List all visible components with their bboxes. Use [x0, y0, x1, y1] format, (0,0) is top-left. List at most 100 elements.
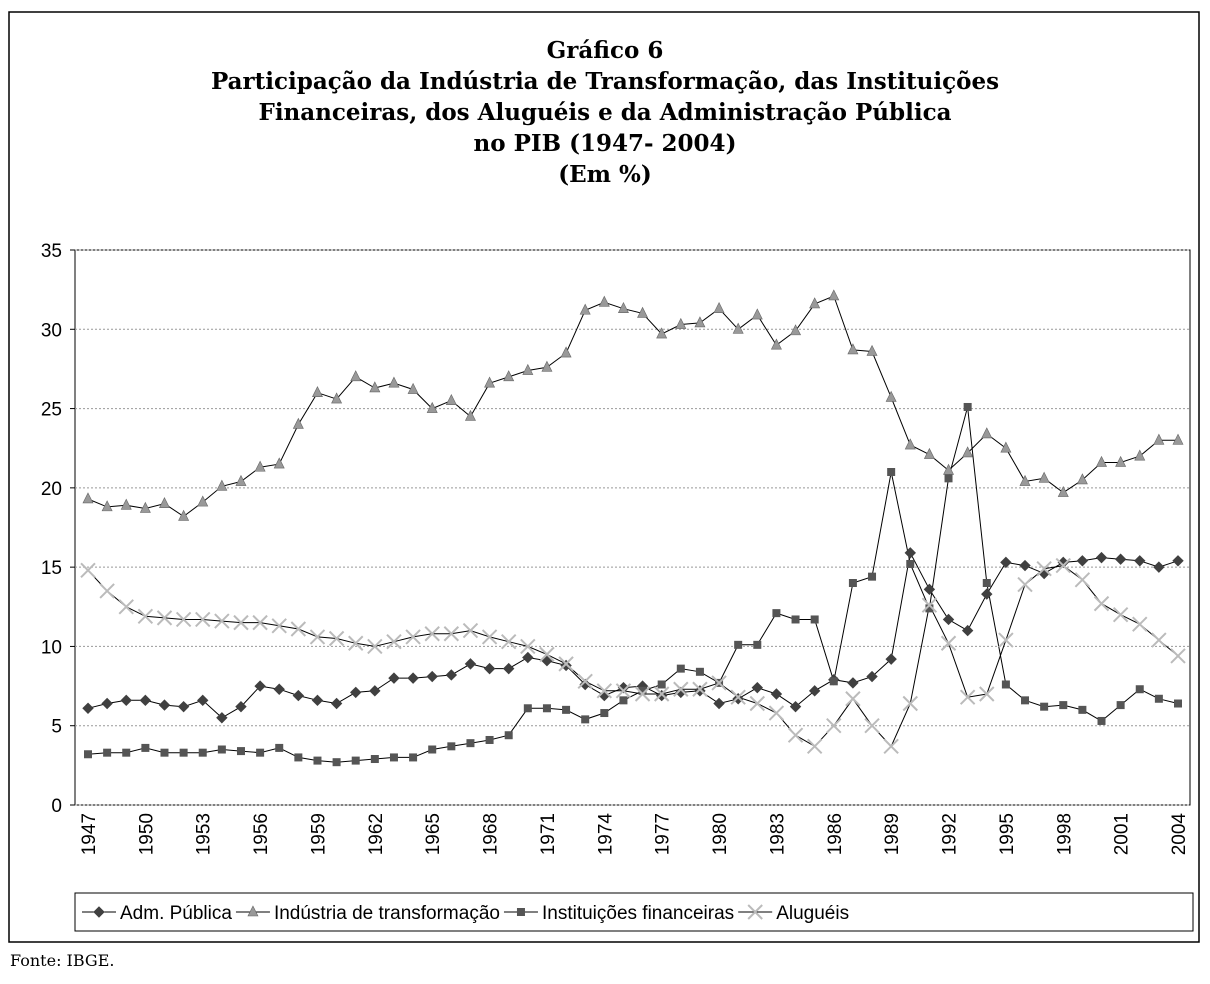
marker — [923, 447, 935, 459]
legend-label: Aluguéis — [776, 903, 849, 924]
marker — [235, 700, 247, 713]
marker — [730, 689, 746, 705]
marker — [866, 344, 878, 356]
marker — [103, 748, 112, 757]
marker — [560, 659, 572, 672]
legend-label: Adm. Pública — [120, 903, 232, 924]
marker — [1000, 441, 1012, 453]
marker — [959, 689, 976, 705]
marker — [885, 653, 897, 665]
marker — [350, 686, 362, 699]
marker — [426, 670, 438, 683]
legend-marker — [516, 908, 525, 916]
marker — [500, 633, 517, 650]
marker — [370, 755, 379, 764]
marker — [82, 492, 94, 504]
marker — [810, 615, 819, 624]
marker — [1132, 616, 1148, 632]
x-tick-label: 1953 — [194, 813, 215, 855]
marker — [409, 753, 418, 762]
marker — [732, 693, 744, 705]
x-tick-label: 1971 — [538, 813, 559, 855]
marker — [159, 497, 170, 509]
x-tick-label: 1986 — [825, 813, 846, 855]
marker — [311, 386, 323, 398]
series-line — [87, 295, 1178, 518]
x-tick-label: 1974 — [595, 813, 616, 856]
marker — [141, 743, 150, 752]
marker — [328, 630, 345, 647]
marker — [445, 669, 458, 681]
marker — [560, 346, 572, 358]
marker — [579, 678, 591, 691]
marker — [1153, 561, 1165, 573]
x-tick-label: 1977 — [653, 813, 674, 855]
marker — [1170, 648, 1186, 664]
marker — [252, 614, 268, 631]
marker — [982, 579, 991, 587]
x-tick-label: 2001 — [1112, 813, 1133, 855]
marker — [120, 694, 132, 707]
legend-marker — [247, 905, 259, 917]
marker — [1135, 685, 1144, 694]
marker — [426, 401, 438, 413]
x-tick-label: 1947 — [79, 813, 100, 855]
marker — [369, 381, 381, 393]
marker — [809, 297, 821, 309]
marker — [768, 705, 785, 721]
marker — [692, 681, 708, 697]
marker — [1174, 699, 1182, 708]
marker — [273, 457, 285, 469]
marker — [1078, 705, 1087, 714]
marker — [1019, 474, 1031, 486]
marker — [485, 735, 494, 744]
marker — [772, 609, 781, 618]
marker — [447, 742, 456, 751]
marker — [961, 624, 974, 637]
marker — [1040, 702, 1049, 711]
marker — [367, 638, 383, 655]
marker — [902, 695, 918, 712]
marker — [653, 686, 670, 702]
marker — [1172, 555, 1184, 567]
marker — [80, 562, 96, 579]
marker — [598, 295, 610, 307]
marker — [808, 685, 821, 697]
marker — [178, 509, 190, 521]
marker — [197, 495, 209, 507]
marker — [405, 629, 421, 645]
marker — [1017, 576, 1033, 593]
marker — [503, 370, 515, 382]
marker — [275, 743, 284, 752]
marker — [617, 681, 630, 694]
marker — [1134, 555, 1146, 567]
y-tick-label: 15 — [41, 558, 62, 579]
marker — [787, 727, 804, 743]
x-tick-label: 1962 — [366, 813, 387, 855]
marker — [848, 579, 857, 587]
chart-title: Gráfico 6 — [547, 37, 664, 64]
marker — [751, 308, 763, 320]
marker — [866, 670, 878, 683]
marker — [904, 438, 916, 450]
marker — [407, 382, 419, 394]
y-tick-label: 35 — [41, 241, 62, 262]
marker — [330, 697, 343, 710]
marker — [1076, 555, 1089, 567]
marker — [864, 718, 880, 734]
chart-title: Participação da Indústria de Transformaç… — [211, 68, 999, 95]
series-line — [87, 565, 1179, 748]
marker — [963, 402, 972, 411]
marker — [84, 750, 92, 759]
marker — [386, 633, 402, 650]
marker — [273, 683, 285, 695]
marker — [906, 559, 915, 568]
marker — [979, 686, 995, 702]
marker — [156, 610, 173, 626]
marker — [541, 360, 553, 372]
marker — [1095, 551, 1108, 564]
marker — [309, 629, 326, 645]
marker — [1093, 595, 1110, 612]
marker — [847, 677, 859, 689]
marker — [160, 748, 169, 757]
